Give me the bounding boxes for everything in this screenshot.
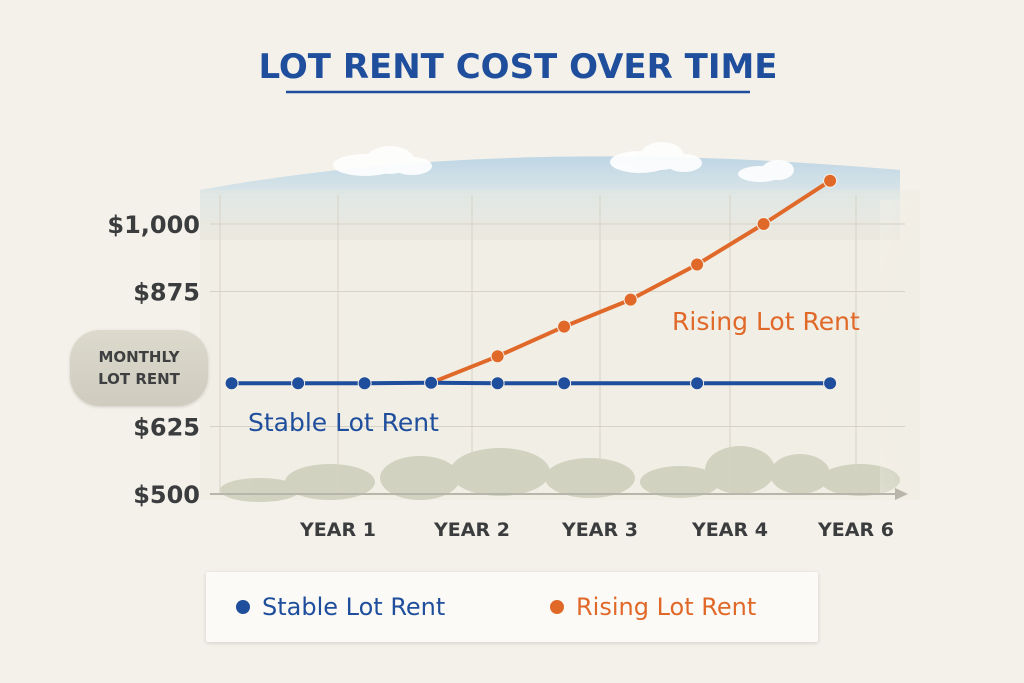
y-axis-label-text: MONTHLY LOT RENT: [98, 348, 180, 388]
legend-label-stable: Stable Lot Rent: [262, 593, 446, 621]
cloud-icon: [738, 160, 794, 182]
data-point-stable: [557, 376, 572, 391]
y-axis-label: MONTHLY LOT RENT: [70, 330, 208, 406]
data-point-stable: [823, 376, 838, 391]
data-point-rising: [823, 173, 838, 188]
y-tick-label: $625: [133, 414, 200, 442]
legend-dot-icon: [236, 600, 250, 614]
label-layer: Stable Lot Rent Rising Lot Rent: [248, 307, 860, 437]
data-point-stable: [490, 376, 505, 391]
chart-title: LOT RENT COST OVER TIME: [258, 47, 777, 87]
x-tick-label: YEAR 1: [299, 519, 376, 541]
data-point-stable: [424, 375, 439, 390]
y-tick-label: $500: [133, 481, 200, 509]
y-tick-label: $1,000: [107, 211, 200, 239]
x-tick-label: YEAR 6: [817, 519, 894, 541]
data-point-stable: [690, 376, 705, 391]
legend-item-stable: Stable Lot Rent: [236, 572, 445, 642]
data-point-rising: [490, 349, 505, 364]
data-point-rising: [690, 257, 705, 272]
data-point-rising: [557, 319, 572, 334]
legend-dot-icon: [550, 600, 564, 614]
data-point-rising: [756, 217, 771, 231]
x-axis-arrow-icon: [895, 488, 908, 500]
series-label-stable: Stable Lot Rent: [248, 408, 439, 437]
series-line-stable: [229, 380, 833, 386]
x-tick-label: YEAR 2: [433, 519, 510, 541]
series-label-rising: Rising Lot Rent: [672, 307, 860, 336]
x-tick-label: YEAR 3: [561, 519, 638, 541]
legend: Stable Lot Rent Rising Lot Rent: [206, 572, 818, 642]
x-tick-label: YEAR 4: [691, 519, 768, 541]
legend-item-rising: Rising Lot Rent: [550, 572, 756, 642]
tree-line: [220, 446, 900, 502]
background-scenery: [200, 142, 1024, 520]
data-point-rising: [623, 292, 638, 307]
legend-label-rising: Rising Lot Rent: [576, 593, 757, 621]
series-layer: [224, 173, 838, 391]
data-point-stable: [224, 376, 239, 391]
y-tick-label: $875: [133, 279, 200, 307]
data-point-stable: [357, 376, 372, 391]
axis-layer: $1,000 $875 $625 $500 YEAR 1 YEAR 2 YEAR 3 YEAR…: [107, 211, 908, 541]
cloud-icon: [610, 142, 702, 173]
data-point-stable: [291, 376, 306, 391]
cloud-icon: [333, 146, 432, 176]
